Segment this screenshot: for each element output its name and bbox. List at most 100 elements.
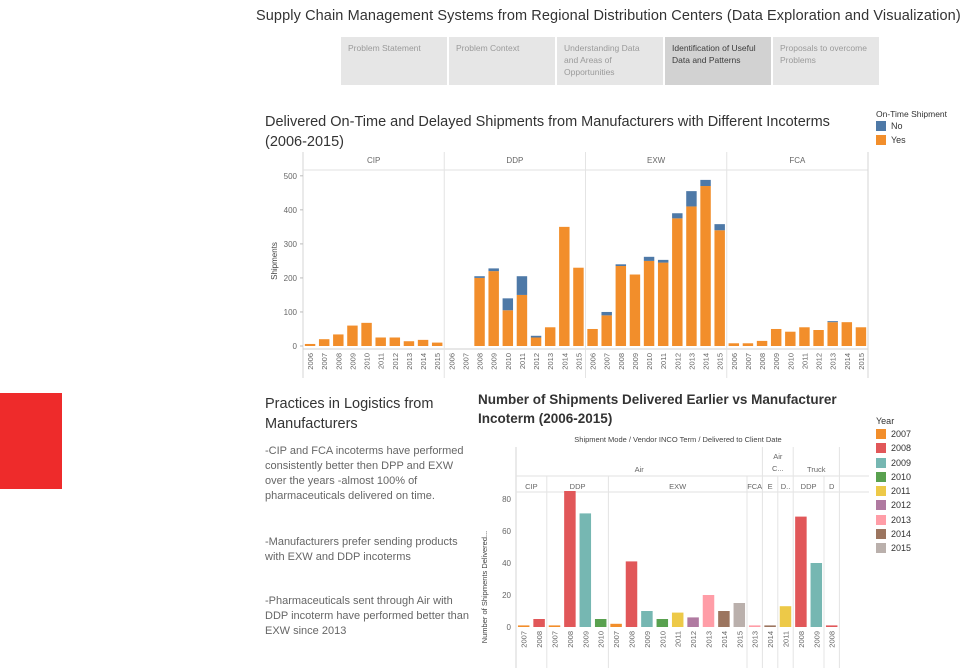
chart1-x-tick-label: 2012 — [815, 353, 824, 370]
chart2-x-tick-label: 2009 — [581, 631, 590, 648]
legend-item-2007[interactable]: 2007 — [876, 428, 911, 440]
chart1-x-tick-label: 2011 — [377, 353, 386, 369]
chart2-mode-label: Air — [773, 452, 783, 461]
legend-label-2009: 2009 — [891, 457, 912, 468]
legend-item-2014[interactable]: 2014 — [876, 528, 911, 540]
bar-no — [601, 311, 612, 316]
chart1-x-tick-label: 2008 — [617, 353, 626, 370]
bar-exw-2007 — [610, 623, 622, 627]
chart1-x-tick-label: 2015 — [433, 353, 442, 370]
legend-swatch-2013 — [876, 514, 886, 525]
bar-exw-2008 — [625, 561, 638, 627]
legend-item-2011[interactable]: 2011 — [876, 485, 911, 497]
chart2-y-tick-label: 80 — [502, 495, 511, 504]
legend-swatch-2008 — [876, 443, 886, 454]
chart2-y-axis-title: Number of Shipments Delivered... — [480, 531, 489, 644]
chart2-x-tick-label: 2010 — [597, 631, 606, 648]
chart2-x-tick-label: 2015 — [735, 631, 744, 648]
chart1-x-tick-label: 2009 — [348, 353, 357, 370]
legend-swatch-yes — [876, 135, 886, 145]
bar-yes — [827, 322, 838, 346]
bar-yes — [841, 322, 853, 346]
legend-label-2010: 2010 — [891, 471, 912, 482]
bar-yes — [474, 277, 485, 346]
legend-item-no[interactable]: No — [876, 120, 947, 132]
tab-proposals[interactable]: Proposals to overcome Problems — [773, 37, 879, 85]
bar-yes — [502, 310, 514, 346]
chart2-x-tick-label: 2008 — [797, 631, 806, 648]
chart2-y-tick-label: 0 — [507, 623, 512, 632]
legend-item-2010[interactable]: 2010 — [876, 471, 911, 483]
legend-item-2015[interactable]: 2015 — [876, 542, 911, 554]
bar-no — [672, 213, 683, 219]
chart2-y-tick-label: 20 — [502, 591, 511, 600]
chart1-panel-label: DDP — [506, 156, 523, 165]
chart1-x-tick-label: 2006 — [589, 353, 598, 370]
bar-no — [657, 259, 669, 263]
tab-understanding-data[interactable]: Understanding Data and Areas of Opportun… — [557, 37, 663, 85]
chart2-x-tick-label: 2009 — [643, 631, 652, 648]
chart2-x-tick-label: 2009 — [812, 631, 821, 648]
legend-item-2012[interactable]: 2012 — [876, 499, 911, 511]
bar-no — [827, 321, 838, 323]
bar-yes — [333, 334, 344, 346]
legend-label-2008: 2008 — [891, 443, 912, 454]
story-navigation: Problem Statement Problem Context Unders… — [341, 37, 881, 85]
tab-problem-statement[interactable]: Problem Statement — [341, 37, 447, 85]
chart1-x-tick-label: 2009 — [490, 353, 499, 370]
bar-exw-2014 — [718, 611, 730, 627]
bar-yes — [601, 315, 612, 346]
chart1-x-tick-label: 2007 — [320, 353, 329, 370]
chart1-x-tick-label: 2010 — [786, 353, 795, 370]
bar-yes — [714, 230, 725, 346]
chart2-term-label: EXW — [669, 482, 687, 491]
chart1-x-tick-label: 2015 — [716, 353, 725, 370]
bar-cip-2007 — [517, 625, 530, 627]
tab-problem-context[interactable]: Problem Context — [449, 37, 555, 85]
bar-no — [474, 276, 485, 278]
chart1-x-tick-label: 2015 — [574, 353, 583, 370]
bar-yes — [672, 218, 683, 346]
legend-item-2009[interactable]: 2009 — [876, 457, 911, 469]
chart1-x-tick-label: 2014 — [419, 353, 428, 370]
legend-item-2013[interactable]: 2013 — [876, 514, 911, 526]
chart1-title: Delivered On-Time and Delayed Shipments … — [265, 114, 830, 150]
legend-item-yes[interactable]: Yes — [876, 134, 947, 146]
chart1-x-tick-label: 2008 — [758, 353, 767, 370]
legend-swatch-2012 — [876, 500, 886, 511]
chart1-x-tick-label: 2006 — [730, 353, 739, 370]
chart2-term-label: DDP — [801, 482, 817, 491]
legend-label-2015: 2015 — [891, 543, 912, 554]
bar-exw-2013 — [702, 595, 715, 627]
tab-identification-of-useful-data[interactable]: Identification of Useful Data and Patter… — [665, 37, 771, 85]
bar-yes — [813, 330, 824, 346]
legend-label-2011: 2011 — [891, 486, 911, 497]
chart2-term-label: D.. — [781, 482, 791, 491]
chart2-x-tick-label: 2008 — [566, 631, 575, 648]
bar-yes — [488, 271, 499, 346]
chart1-x-tick-label: 2006 — [306, 353, 315, 370]
year-legend-title: Year — [876, 416, 895, 426]
bar-yes — [643, 260, 655, 346]
legend-item-2008[interactable]: 2008 — [876, 442, 911, 454]
bar-exw-2012 — [687, 617, 699, 627]
chart2-mode-label: Air — [635, 465, 645, 474]
bar-yes — [347, 325, 358, 346]
bar-e-2014 — [764, 625, 776, 627]
bar-yes — [417, 339, 429, 346]
bar-ddp-2008 — [564, 491, 576, 627]
chart1-y-tick-label: 400 — [284, 206, 298, 215]
chart1-x-tick-label: 2012 — [391, 353, 400, 370]
chart1-x-tick-label: 2013 — [546, 353, 555, 370]
chart2-x-tick-label: 2008 — [535, 631, 544, 648]
bar-d-2011 — [779, 606, 792, 627]
legend-label-2013: 2013 — [891, 514, 912, 525]
chart1-x-tick-label: 2007 — [461, 353, 470, 370]
chart1-x-tick-label: 2013 — [829, 353, 838, 370]
legend-swatch-2007 — [876, 429, 886, 439]
chart1-panel-label: FCA — [789, 156, 806, 165]
on-time-legend: On-Time Shipment No Yes — [876, 109, 947, 146]
bar-yes — [318, 339, 330, 346]
legend-swatch-2011 — [876, 486, 886, 497]
bar-ddp-2009 — [579, 513, 592, 627]
